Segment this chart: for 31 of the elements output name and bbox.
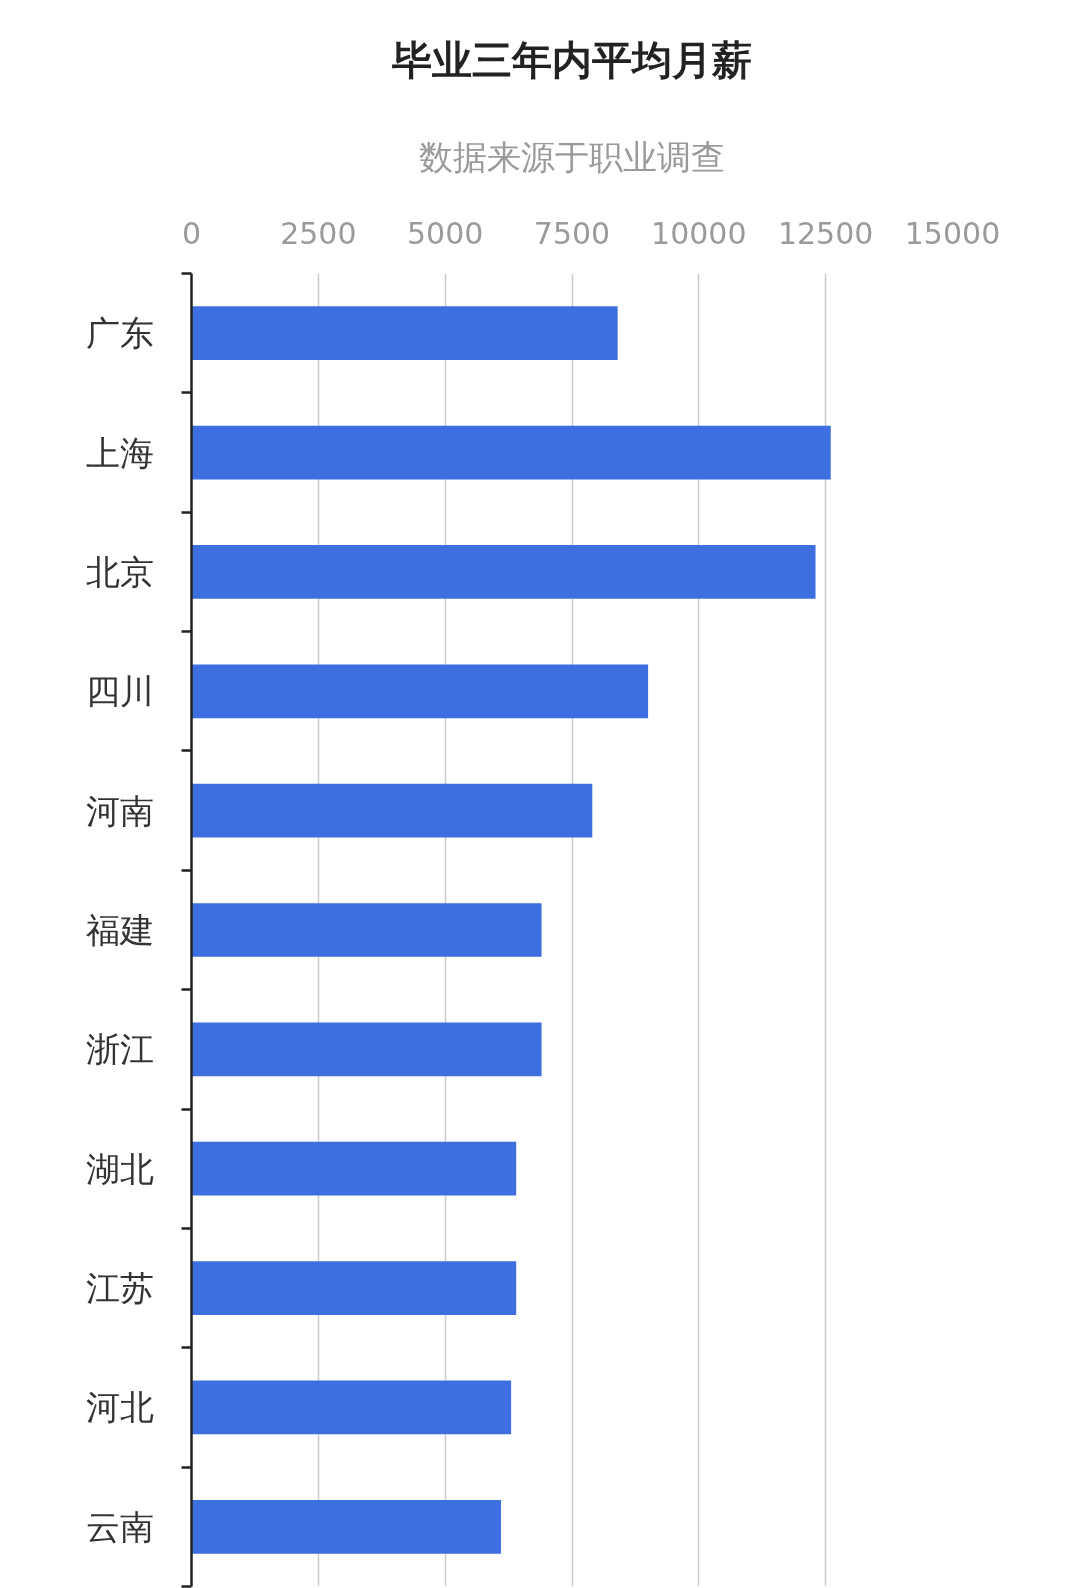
y-tick-label: 河南 <box>85 790 154 831</box>
chart-subtitle: 数据来源于职业调查 <box>419 136 725 177</box>
x-tick-label: 7500 <box>533 215 611 251</box>
x-tick-label: 12500 <box>777 215 874 251</box>
bar <box>191 425 831 480</box>
x-tick-label: 0 <box>181 215 202 251</box>
bar <box>191 664 649 719</box>
x-tick-label: 5000 <box>406 215 484 251</box>
y-tick-label: 上海 <box>85 432 154 473</box>
bar <box>191 1499 501 1554</box>
y-tick-label: 云南 <box>85 1506 154 1547</box>
y-tick-label: 浙江 <box>85 1029 154 1070</box>
bar <box>191 1022 542 1077</box>
bar <box>191 1141 517 1196</box>
y-tick-label: 四川 <box>85 671 154 712</box>
bar <box>191 1380 512 1435</box>
x-tick-label: 2500 <box>280 215 357 251</box>
bar <box>191 306 618 361</box>
y-tick-label: 江苏 <box>85 1268 154 1309</box>
bar <box>191 903 542 957</box>
x-tick-label: 10000 <box>651 215 747 251</box>
bar <box>191 545 816 599</box>
bar <box>191 1261 517 1315</box>
y-tick-label: 福建 <box>85 910 154 950</box>
y-tick-label: 广东 <box>85 313 154 354</box>
y-tick-label: 湖北 <box>85 1148 154 1189</box>
y-tick-label: 北京 <box>85 551 154 592</box>
y-tick-label: 河北 <box>85 1387 154 1428</box>
chart-title: 毕业三年内平均月薪 <box>391 36 752 83</box>
bar <box>191 783 593 838</box>
x-tick-label: 15000 <box>904 215 1001 251</box>
